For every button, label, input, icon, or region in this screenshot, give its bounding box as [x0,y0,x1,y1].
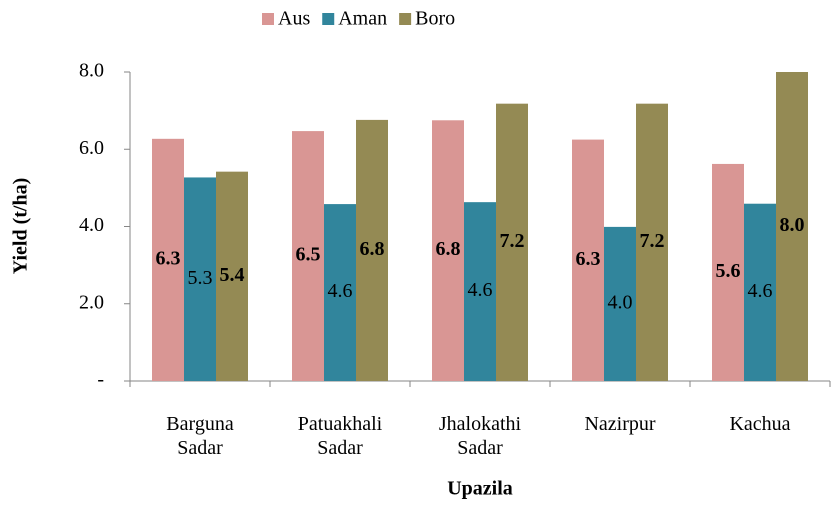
data-label: 6.5 [296,244,321,266]
y-tick-label: 4.0 [79,214,104,236]
bar [744,203,776,381]
x-tick-label: Jhalokathi Sadar [438,413,522,459]
legend-label: Boro [415,8,455,30]
legend-label: Aman [338,8,387,30]
data-label: 5.6 [716,260,741,282]
bar [184,177,216,381]
data-label: 6.3 [156,248,181,270]
x-tick-label: Patuakhali Sadar [297,413,383,459]
bar [216,171,248,381]
legend-swatch [262,13,274,25]
x-tick-label: Kachua [729,413,791,435]
bar [604,226,636,381]
bar [292,131,324,381]
bar [572,139,604,381]
x-tick-label: Nazirpur [584,413,656,435]
data-label: 4.6 [328,280,353,302]
bar [712,163,744,381]
bar [636,103,668,382]
legend-label: Aus [278,8,310,30]
bar [464,202,496,381]
x-tick-label: Barguna Sadar [166,413,234,459]
data-label: 5.3 [188,267,213,289]
data-label: 6.3 [576,248,601,270]
bar [356,119,388,382]
bar [324,204,356,381]
data-label: 5.4 [220,264,245,286]
legend-swatch [322,13,335,25]
data-label: 7.2 [640,230,665,252]
y-axis-title: Yield (t/ha) [10,178,32,274]
data-label: 4.6 [468,279,493,301]
data-label: 8.0 [780,214,805,236]
legend-swatch [399,13,412,25]
bar [152,138,184,381]
data-label: 4.6 [748,280,773,302]
y-tick-label: 8.0 [79,60,104,82]
data-label: 6.8 [360,238,385,260]
y-tick-label: 6.0 [79,137,104,159]
bar [432,120,464,381]
bar [496,103,528,382]
y-tick-label: 2.0 [79,291,104,313]
data-label: 6.8 [436,238,461,260]
bar [776,72,808,381]
data-label: 4.0 [608,292,633,314]
data-label: 7.2 [500,230,525,252]
x-axis-title: Upazila [447,478,513,500]
y-tick-label: - [97,369,104,391]
